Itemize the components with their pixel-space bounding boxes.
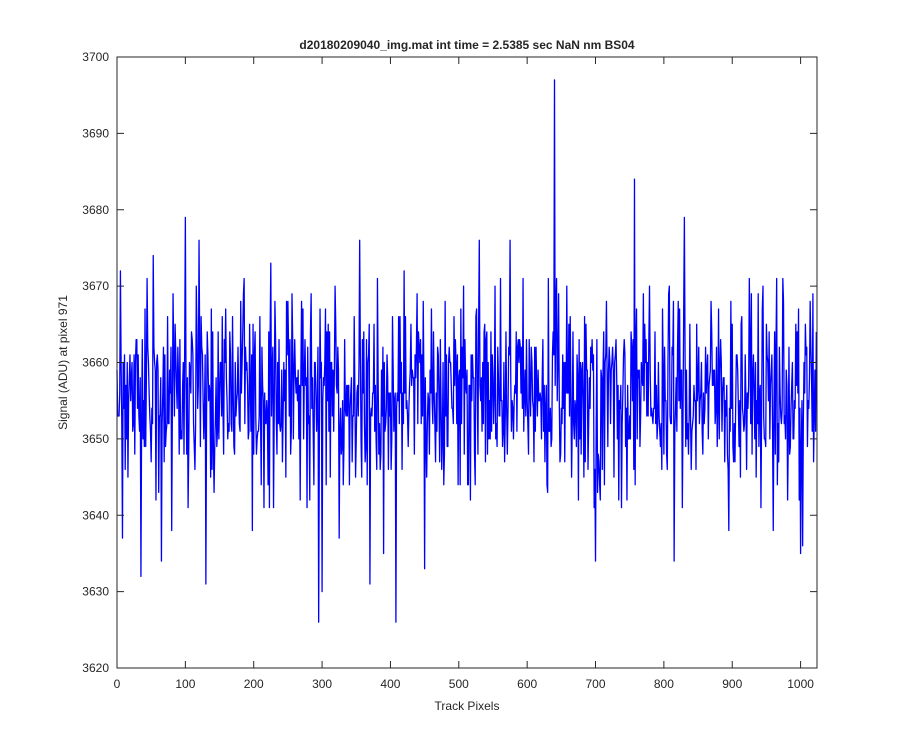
- x-tick-label: 500: [449, 677, 469, 691]
- plot-area: [117, 57, 817, 668]
- x-tick-label: 700: [586, 677, 606, 691]
- y-axis-label: Signal (ADU) at pixel 971: [56, 295, 70, 430]
- x-axis: 0 100 200 300 400 500 600 700 800 900 1000: [114, 57, 814, 691]
- y-tick-label: 3660: [82, 356, 109, 370]
- y-tick-label: 3670: [82, 279, 109, 293]
- x-tick-label: 600: [517, 677, 537, 691]
- signal-series-line: [116, 79, 817, 623]
- x-tick-label: 900: [722, 677, 742, 691]
- x-tick-label: 200: [244, 677, 264, 691]
- x-tick-label: 800: [654, 677, 674, 691]
- y-tick-label: 3690: [82, 126, 109, 140]
- y-tick-label: 3680: [82, 203, 109, 217]
- y-tick-label: 3620: [82, 661, 109, 675]
- series-layer: [116, 79, 817, 623]
- x-tick-label: 100: [175, 677, 195, 691]
- x-tick-label: 1000: [787, 677, 814, 691]
- y-tick-label: 3630: [82, 585, 109, 599]
- x-tick-label: 300: [312, 677, 332, 691]
- chart-title: d20180209040_img.mat int time = 2.5385 s…: [299, 38, 635, 52]
- x-tick-label: 400: [380, 677, 400, 691]
- y-tick-label: 3640: [82, 508, 109, 522]
- y-axis: 3620 3630 3640 3650 3660 3670 3680 3690 3700: [82, 50, 817, 675]
- x-tick-label: 0: [114, 677, 121, 691]
- y-tick-label: 3700: [82, 50, 109, 64]
- x-axis-label: Track Pixels: [435, 699, 500, 713]
- y-tick-label: 3650: [82, 432, 109, 446]
